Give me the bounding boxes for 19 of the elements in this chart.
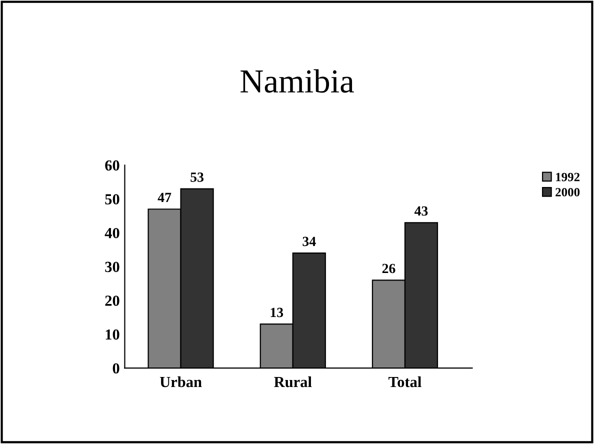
x-tick-label: Total xyxy=(388,376,422,388)
y-tick-label: 20 xyxy=(105,296,120,306)
data-label: 47 xyxy=(158,192,172,202)
y-tick-label: 30 xyxy=(105,262,120,272)
y-tick-label: 0 xyxy=(112,363,120,374)
x-tick-label: Urban xyxy=(160,376,202,388)
y-tick-label: 50 xyxy=(105,194,120,204)
chart-title: Namibia xyxy=(240,69,354,93)
data-label: 34 xyxy=(302,236,316,246)
y-tick-label: 40 xyxy=(104,228,120,238)
data-label: 26 xyxy=(382,264,396,274)
data-label: 13 xyxy=(270,308,284,318)
y-tick-label: 10 xyxy=(106,329,120,340)
data-label: 43 xyxy=(414,206,428,216)
legend-label: 1992 xyxy=(556,172,580,182)
y-tick-label: 60 xyxy=(105,160,120,171)
data-label: 53 xyxy=(190,172,204,182)
legend-label: 2000 xyxy=(556,188,580,196)
x-tick-label: Rural xyxy=(274,376,312,388)
